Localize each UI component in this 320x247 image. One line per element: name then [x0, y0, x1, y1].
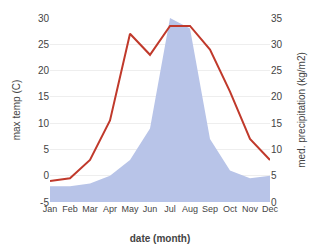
svg-text:Apr: Apr — [103, 204, 117, 214]
svg-text:5: 5 — [271, 170, 277, 181]
svg-text:15: 15 — [38, 91, 50, 102]
svg-text:date (month): date (month) — [130, 233, 191, 244]
svg-text:Aug: Aug — [182, 204, 198, 214]
svg-text:0: 0 — [43, 170, 49, 181]
svg-text:30: 30 — [271, 39, 283, 50]
svg-text:25: 25 — [38, 39, 50, 50]
svg-text:Jul: Jul — [164, 204, 176, 214]
svg-text:25: 25 — [271, 65, 283, 76]
svg-text:Oct: Oct — [223, 204, 238, 214]
svg-text:20: 20 — [271, 91, 283, 102]
svg-text:20: 20 — [38, 65, 50, 76]
svg-text:30: 30 — [38, 13, 50, 24]
svg-text:Jun: Jun — [143, 204, 158, 214]
svg-text:35: 35 — [271, 13, 283, 24]
svg-text:0: 0 — [271, 197, 277, 208]
svg-text:Jan: Jan — [43, 204, 58, 214]
svg-text:Dec: Dec — [262, 204, 279, 214]
svg-text:Feb: Feb — [62, 204, 78, 214]
svg-text:10: 10 — [271, 144, 283, 155]
svg-text:5: 5 — [43, 144, 49, 155]
svg-text:Nov: Nov — [242, 204, 259, 214]
svg-text:-5: -5 — [40, 197, 49, 208]
svg-text:med. precipitation (kg/m2): med. precipitation (kg/m2) — [296, 52, 307, 168]
svg-text:May: May — [121, 204, 139, 214]
svg-text:Mar: Mar — [82, 204, 98, 214]
svg-text:Sep: Sep — [202, 204, 218, 214]
svg-text:15: 15 — [271, 118, 283, 129]
svg-text:max temp (C): max temp (C) — [11, 80, 22, 141]
svg-text:10: 10 — [38, 118, 50, 129]
